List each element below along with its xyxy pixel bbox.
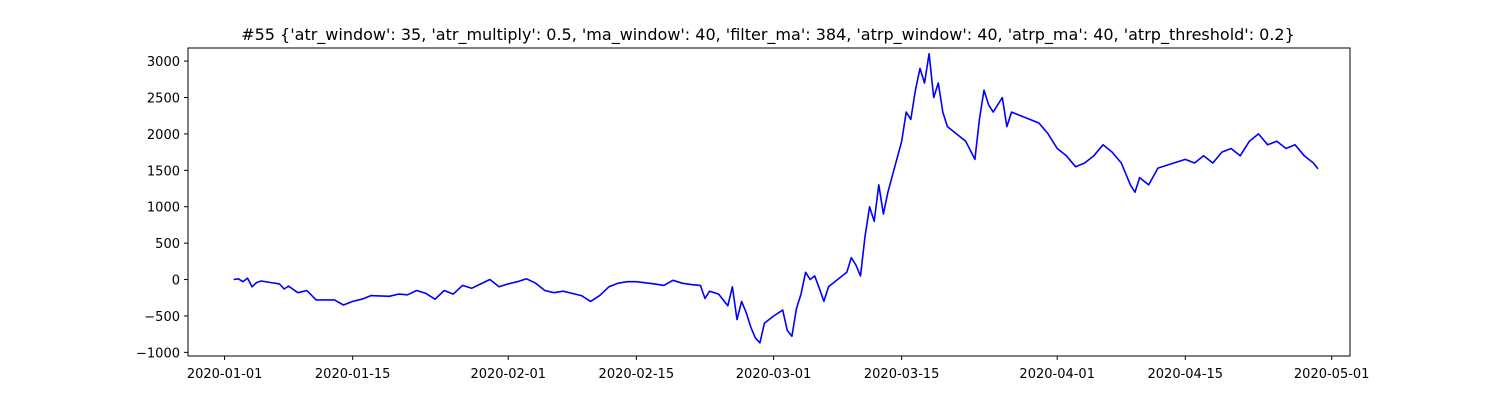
series-layer xyxy=(233,52,1319,344)
x-tick-label: 2020-01-01 xyxy=(187,367,263,382)
x-tick-label: 2020-03-01 xyxy=(736,367,812,382)
y-tick-label: 500 xyxy=(155,237,180,252)
x-tick-label: 2020-02-01 xyxy=(470,367,546,382)
y-tick-label: 3000 xyxy=(147,55,180,70)
y-tick-label: −500 xyxy=(144,310,180,325)
y-tick-label: 0 xyxy=(172,274,180,289)
x-tick-label: 2020-04-01 xyxy=(1019,367,1095,382)
x-tick-label: 2020-05-01 xyxy=(1294,367,1370,382)
y-tick-label: 2000 xyxy=(147,128,180,143)
y-axis: 3000 2500 2000 1500 1000 500 0 −500 −1000 xyxy=(136,55,188,361)
y-tick-label: 1500 xyxy=(147,164,180,179)
x-tick-label: 2020-03-15 xyxy=(864,367,940,382)
plot-area-frame xyxy=(187,47,1351,357)
x-tick-label: 2020-02-15 xyxy=(599,367,675,382)
series-line xyxy=(233,52,1319,344)
x-tick-label: 2020-04-15 xyxy=(1148,367,1224,382)
y-tick-label: 2500 xyxy=(147,92,180,107)
y-tick-label: 1000 xyxy=(147,201,180,216)
x-tick-label: 2020-01-15 xyxy=(315,367,391,382)
x-axis: 2020-01-01 2020-01-15 2020-02-01 2020-02-15… xyxy=(187,356,1370,382)
chart-title: #55 {'atr_window': 35, 'atr_multiply': 0… xyxy=(241,25,1295,45)
y-tick-label: −1000 xyxy=(136,346,180,361)
